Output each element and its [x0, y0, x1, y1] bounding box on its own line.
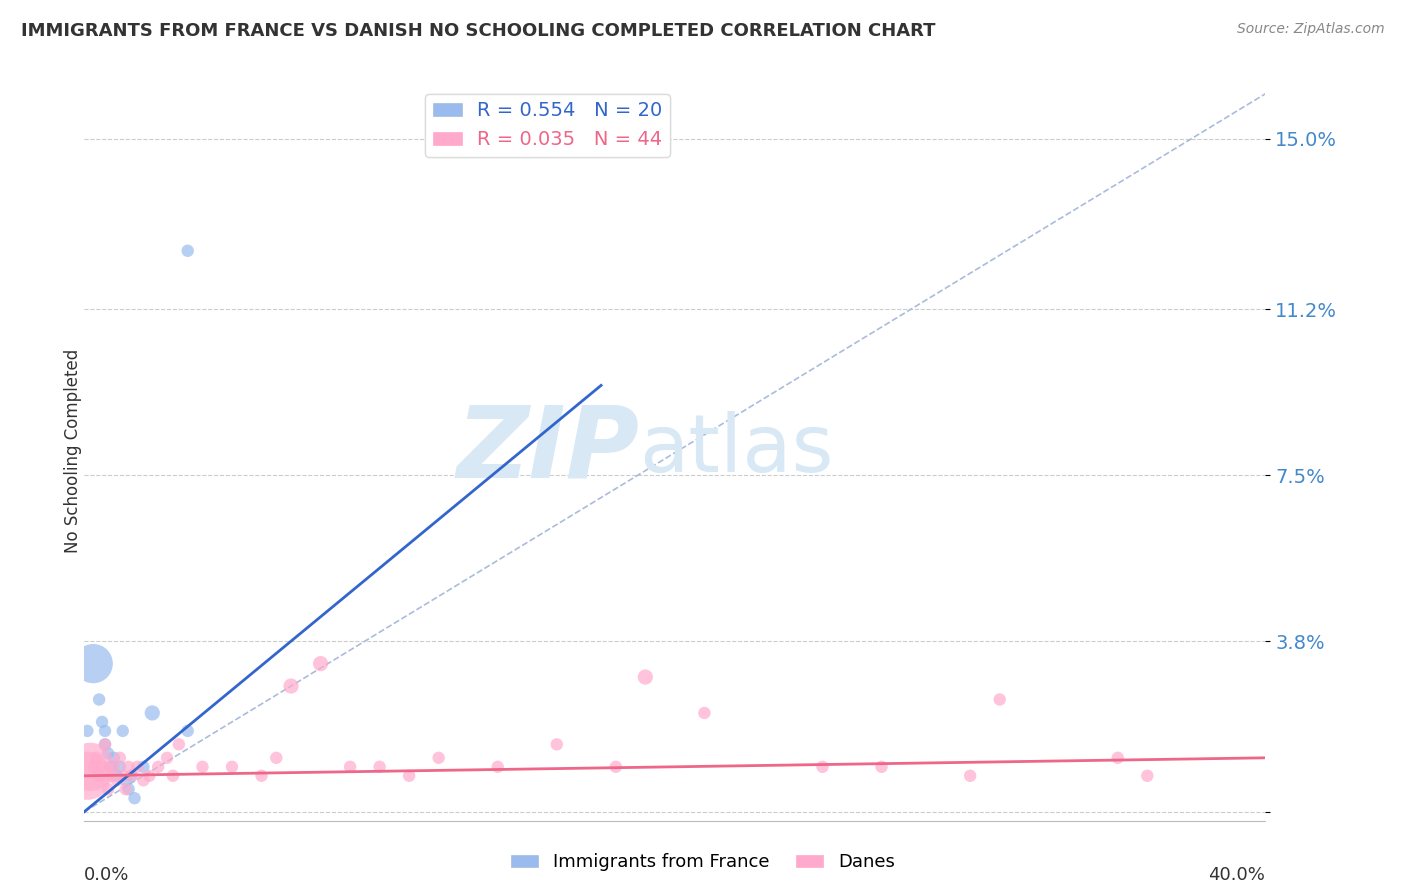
Point [82, 760, 104, 774]
Point [177, 244, 200, 258]
Point [105, 773, 128, 788]
Point [250, 769, 273, 783]
Point [339, 760, 361, 774]
Point [427, 751, 450, 765]
Point [266, 751, 288, 765]
Point [100, 769, 122, 783]
Point [111, 723, 134, 738]
Point [111, 769, 134, 783]
Point [91, 714, 114, 729]
Point [87, 769, 111, 783]
Point [94, 737, 117, 751]
Point [309, 657, 332, 671]
Point [132, 760, 155, 774]
Legend: R = 0.554   N = 20, R = 0.035   N = 44: R = 0.554 N = 20, R = 0.035 N = 44 [425, 94, 671, 157]
Point [870, 760, 893, 774]
Text: IMMIGRANTS FROM FRANCE VS DANISH NO SCHOOLING COMPLETED CORRELATION CHART: IMMIGRANTS FROM FRANCE VS DANISH NO SCHO… [21, 22, 935, 40]
Point [959, 769, 981, 783]
Point [148, 760, 170, 774]
Text: Source: ZipAtlas.com: Source: ZipAtlas.com [1237, 22, 1385, 37]
Point [118, 782, 141, 797]
Point [97, 747, 120, 761]
Text: 40.0%: 40.0% [1209, 865, 1265, 883]
Point [1107, 751, 1129, 765]
Point [105, 769, 128, 783]
Point [221, 760, 243, 774]
Point [79, 760, 101, 774]
Point [84, 751, 107, 765]
Point [280, 679, 302, 693]
Point [693, 706, 716, 720]
Point [811, 760, 834, 774]
Point [87, 692, 111, 706]
Point [1136, 769, 1159, 783]
Point [103, 751, 125, 765]
Point [605, 760, 627, 774]
Legend: Immigrants from France, Danes: Immigrants from France, Danes [503, 847, 903, 879]
Point [177, 723, 200, 738]
Point [103, 760, 125, 774]
Point [156, 751, 179, 765]
Point [76, 769, 98, 783]
Text: 0.0%: 0.0% [84, 865, 129, 883]
Y-axis label: No Schooling Completed: No Schooling Completed [65, 349, 82, 552]
Point [162, 769, 184, 783]
Point [82, 657, 104, 671]
Text: atlas: atlas [640, 411, 834, 490]
Point [97, 782, 120, 797]
Point [124, 791, 146, 805]
Point [398, 769, 420, 783]
Point [108, 751, 131, 765]
Point [94, 723, 117, 738]
Point [141, 706, 163, 720]
Point [114, 782, 136, 797]
Point [368, 760, 391, 774]
Point [988, 692, 1011, 706]
Text: ZIP: ZIP [457, 402, 640, 499]
Point [486, 760, 509, 774]
Point [138, 769, 160, 783]
Point [132, 773, 155, 788]
Point [91, 760, 114, 774]
Point [167, 737, 190, 751]
Point [76, 723, 98, 738]
Point [121, 769, 143, 783]
Point [121, 769, 143, 783]
Point [118, 760, 141, 774]
Point [108, 760, 131, 774]
Point [634, 670, 657, 684]
Point [94, 737, 117, 751]
Point [114, 773, 136, 788]
Point [191, 760, 214, 774]
Point [100, 760, 122, 774]
Point [127, 760, 149, 774]
Point [546, 737, 568, 751]
